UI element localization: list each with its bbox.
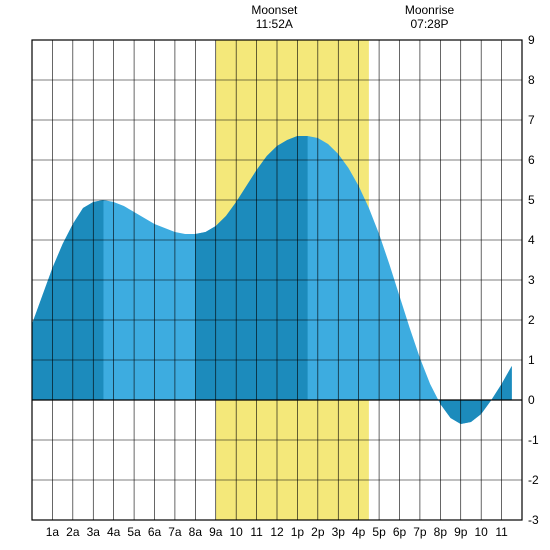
x-tick-label: 4a (107, 525, 121, 539)
y-tick-label: 3 (528, 273, 535, 287)
y-tick-label: 6 (528, 153, 535, 167)
annotation-1-label: Moonrise (405, 3, 455, 17)
x-tick-label: 3p (332, 525, 346, 539)
x-tick-label: 7a (168, 525, 182, 539)
x-tick-label: 1p (291, 525, 305, 539)
y-tick-label: 9 (528, 33, 535, 47)
annotation-0-time: 11:52A (256, 17, 293, 31)
y-tick-label: 5 (528, 193, 535, 207)
x-tick-label: 3a (87, 525, 101, 539)
x-tick-label: 9a (209, 525, 223, 539)
x-tick-label: 6a (148, 525, 162, 539)
x-tick-label: 4p (352, 525, 366, 539)
x-tick-label: 6p (393, 525, 407, 539)
x-tick-label: 8a (189, 525, 203, 539)
annotation-1-time: 07:28P (410, 17, 448, 31)
x-tick-label: 7p (413, 525, 427, 539)
y-tick-label: -3 (528, 513, 539, 527)
x-tick-label: 2a (66, 525, 80, 539)
x-tick-label: 10 (229, 525, 243, 539)
y-tick-label: -2 (528, 473, 539, 487)
chart-svg: -3-2-101234567891a2a3a4a5a6a7a8a9a101112… (0, 0, 550, 550)
x-tick-label: 8p (434, 525, 448, 539)
tide-chart: -3-2-101234567891a2a3a4a5a6a7a8a9a101112… (0, 0, 550, 550)
y-tick-label: 0 (528, 393, 535, 407)
x-tick-label: 5p (372, 525, 386, 539)
x-tick-label: 2p (311, 525, 325, 539)
x-tick-label: 9p (454, 525, 468, 539)
y-tick-label: 7 (528, 113, 535, 127)
y-tick-label: 2 (528, 313, 535, 327)
y-tick-label: 8 (528, 73, 535, 87)
x-tick-label: 12 (270, 525, 284, 539)
y-tick-label: -1 (528, 433, 539, 447)
x-tick-label: 11 (495, 525, 508, 539)
x-tick-label: 1a (46, 525, 60, 539)
y-tick-label: 1 (528, 353, 535, 367)
x-tick-label: 11 (250, 525, 263, 539)
y-tick-label: 4 (528, 233, 535, 247)
x-tick-label: 5a (127, 525, 141, 539)
annotation-0-label: Moonset (251, 3, 298, 17)
x-tick-label: 10 (474, 525, 488, 539)
